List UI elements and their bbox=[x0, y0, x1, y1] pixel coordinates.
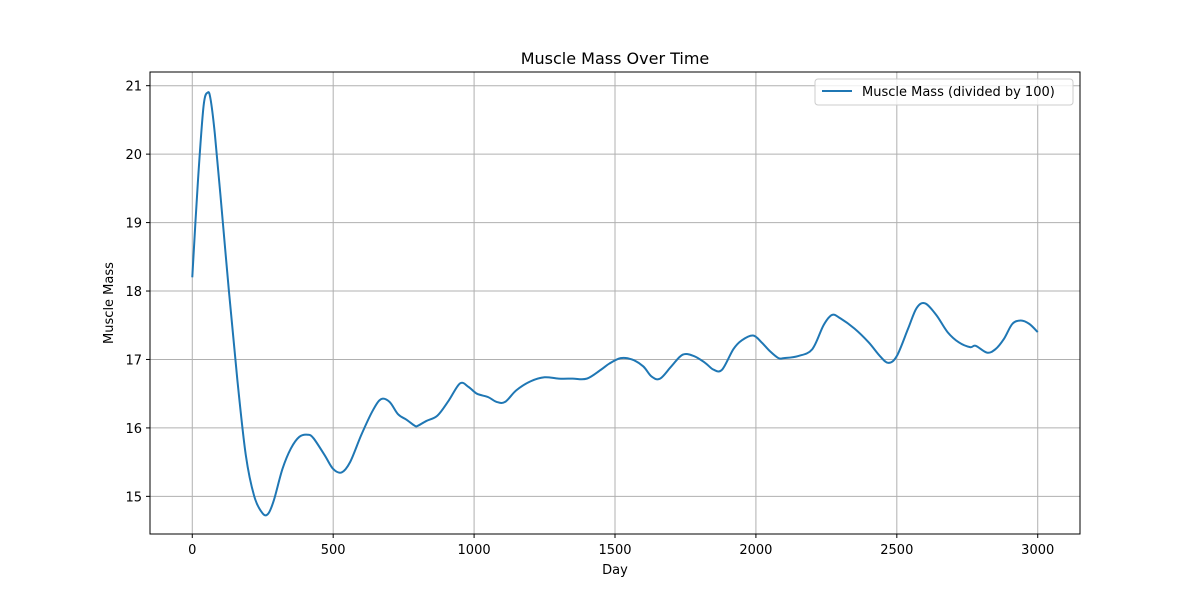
series-line bbox=[191, 91, 1039, 517]
y-axis-label: Muscle Mass bbox=[102, 262, 117, 344]
y-tick-label: 19 bbox=[125, 217, 142, 232]
y-tick-label: 17 bbox=[125, 353, 142, 368]
x-tick-label: 1000 bbox=[458, 543, 491, 558]
legend-label: Muscle Mass (divided by 100) bbox=[862, 85, 1055, 100]
y-tick-label: 20 bbox=[125, 148, 142, 163]
chart-title: Muscle Mass Over Time bbox=[521, 49, 710, 68]
y-axis-ticks: 15 16 17 18 19 20 21 bbox=[125, 80, 150, 505]
y-tick-label: 15 bbox=[125, 490, 142, 505]
x-tick-label: 2500 bbox=[880, 543, 913, 558]
y-tick-label: 21 bbox=[125, 80, 142, 95]
x-tick-label: 1500 bbox=[598, 543, 631, 558]
y-tick-label: 18 bbox=[125, 285, 142, 300]
x-tick-label: 3000 bbox=[1021, 543, 1054, 558]
legend-box bbox=[814, 78, 1074, 106]
x-tick-label: 0 bbox=[188, 543, 196, 558]
x-tick-label: 500 bbox=[321, 543, 346, 558]
x-axis-label: Day bbox=[602, 563, 628, 578]
x-axis-ticks: 0 500 1000 1500 2000 2500 3000 bbox=[188, 534, 1054, 558]
x-tick-label: 2000 bbox=[739, 543, 772, 558]
legend: Muscle Mass (divided by 100) bbox=[814, 78, 1074, 106]
y-tick-label: 16 bbox=[125, 422, 142, 437]
series-layer bbox=[191, 91, 1039, 517]
